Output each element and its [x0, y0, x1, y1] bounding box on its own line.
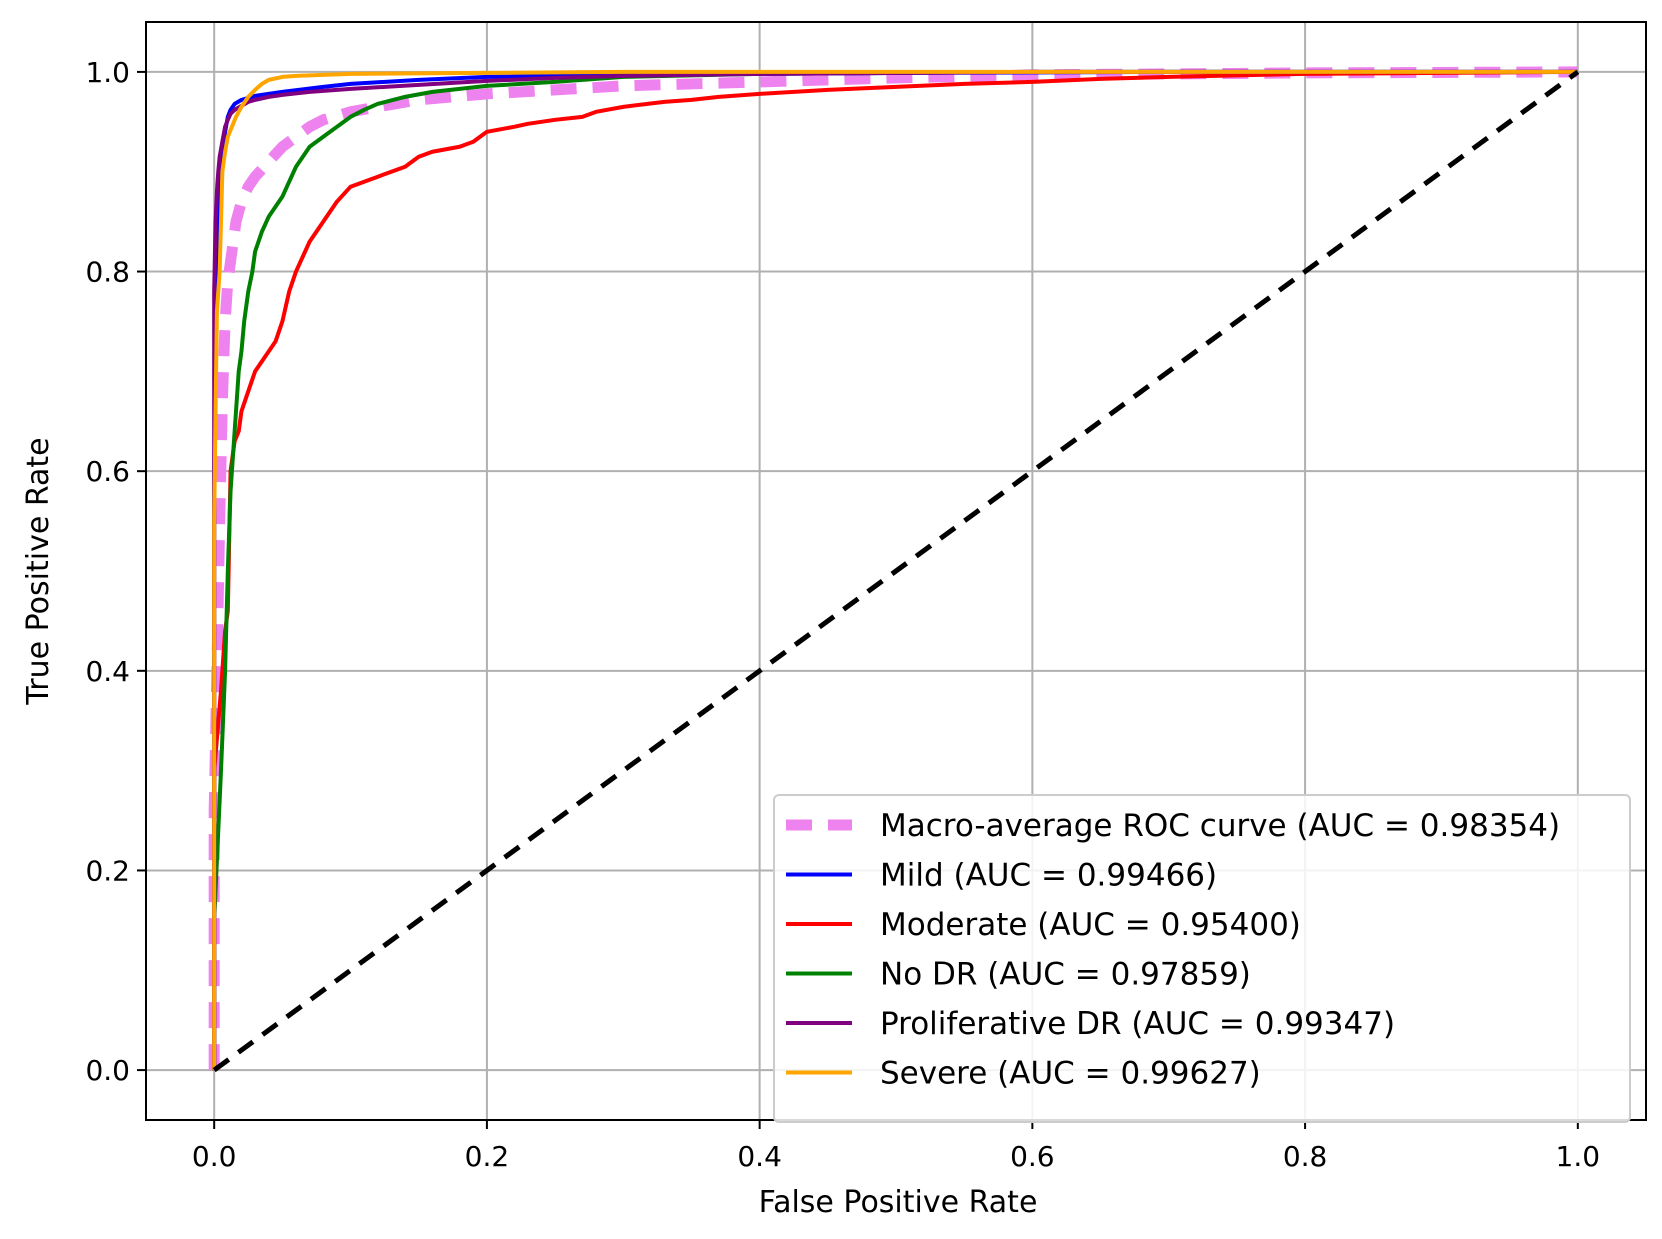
x-tick-label: 0.2: [465, 1140, 510, 1173]
legend-label: Mild (AUC = 0.99466): [880, 858, 1217, 894]
legend-label: No DR (AUC = 0.97859): [880, 957, 1251, 993]
y-tick-label: 0.4: [85, 655, 130, 688]
series-line-0: [208, 66, 1578, 1071]
x-tick-label: 0.0: [192, 1140, 237, 1173]
series-line-2: [212, 69, 1578, 1071]
y-tick-label: 0.0: [85, 1054, 130, 1087]
series-line-6: [212, 69, 1580, 1073]
legend-box: [773, 794, 1631, 1123]
legend-label: Proliferative DR (AUC = 0.99347): [880, 1006, 1395, 1042]
series-layer: [208, 66, 1580, 1073]
legend-label: Moderate (AUC = 0.95400): [880, 907, 1301, 943]
series-line-4: [212, 69, 1578, 1071]
series-line-5: [212, 69, 1578, 1071]
series-line-3: [212, 69, 1578, 1071]
x-tick-label: 0.8: [1283, 1140, 1328, 1173]
x-tick-label: 1.0: [1556, 1140, 1601, 1173]
y-tick-label: 0.8: [85, 256, 130, 289]
y-tick-label: 0.6: [85, 455, 130, 488]
y-tick-label: 0.2: [85, 854, 130, 887]
axis-ticks: 0.0 0.2 0.4 0.6 0.8 1.0 0.0 0.2 0.4 0.6 0.8 1.0: [85, 56, 1600, 1173]
legend-label: Macro-average ROC curve (AUC = 0.98354): [880, 808, 1560, 844]
x-tick-label: 0.4: [737, 1140, 782, 1173]
x-tick-label: 0.6: [1010, 1140, 1055, 1173]
y-tick-label: 1.0: [85, 56, 130, 89]
legend-label: Severe (AUC = 0.99627): [880, 1056, 1261, 1092]
legend: Macro-average ROC curve (AUC = 0.98354) M…: [773, 794, 1631, 1123]
y-axis-label: True Positive Rate: [21, 437, 56, 705]
x-axis-label: False Positive Rate: [759, 1185, 1038, 1220]
